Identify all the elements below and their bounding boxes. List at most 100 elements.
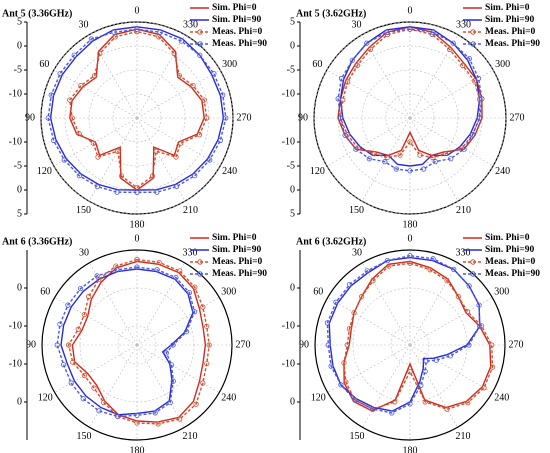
theta-tick-label: 330 [183, 247, 198, 258]
series-marker [80, 396, 86, 402]
r-tick-label: 0 [290, 184, 295, 195]
theta-tick-label: 90 [26, 339, 36, 350]
series-marker [364, 40, 370, 46]
grid-spoke [88, 34, 138, 119]
series-marker [153, 148, 159, 154]
series-marker [204, 361, 210, 367]
theta-tick-label: 240 [222, 166, 237, 177]
series-marker [101, 399, 107, 406]
theta-tick-label: 300 [221, 286, 236, 297]
series-marker [167, 399, 173, 406]
theta-tick-label: 240 [221, 392, 236, 403]
series-marker [201, 97, 207, 103]
series-marker [134, 256, 140, 263]
series-marker [430, 29, 436, 35]
series-marker [344, 342, 350, 348]
series-marker [407, 26, 413, 32]
series-marker [96, 408, 102, 414]
r-tick-label: -5 [14, 160, 22, 171]
series-marker [349, 57, 355, 63]
series-marker [57, 71, 63, 77]
series-marker [113, 263, 119, 269]
series-marker [451, 266, 457, 272]
legend-label: Sim. Phi=90 [485, 245, 534, 255]
series-marker [423, 358, 429, 364]
series-marker [91, 385, 97, 391]
series-marker [178, 38, 184, 44]
series-marker [324, 320, 331, 326]
r-tick-label: 0 [17, 396, 22, 407]
chart-title: Ant 5 (3.62GHz) [296, 8, 366, 19]
grid-spoke [326, 69, 411, 119]
series-marker [177, 268, 183, 274]
series-marker [115, 413, 121, 420]
series-marker [407, 368, 413, 375]
series-marker [170, 378, 176, 384]
series-marker [149, 173, 156, 179]
series-marker [386, 263, 392, 269]
series-marker [154, 267, 160, 273]
series-marker [154, 189, 160, 195]
plot-border [314, 249, 506, 441]
theta-tick-label: 210 [456, 431, 471, 442]
grid-spoke [136, 34, 186, 119]
series-marker [384, 29, 390, 35]
grid-spoke [409, 262, 458, 346]
series-marker [397, 152, 403, 158]
legend-marker [470, 41, 476, 47]
series-marker [382, 159, 388, 165]
theta-tick-label: 60 [312, 59, 322, 70]
series-marker [76, 130, 82, 137]
legend-label: Sim. Phi=90 [212, 245, 261, 255]
theta-tick-label: 150 [349, 205, 364, 216]
series-marker [407, 260, 413, 266]
series-marker [489, 342, 495, 348]
series-marker [112, 34, 118, 40]
series-marker [392, 399, 398, 405]
series-marker [156, 259, 162, 266]
r-tick-label: -10 [282, 320, 295, 331]
series-marker [207, 157, 213, 163]
series-marker [152, 410, 158, 416]
theta-tick-label: 30 [79, 247, 89, 258]
series-marker [364, 268, 370, 274]
theta-tick-label: 0 [135, 5, 140, 16]
grid-spoke [136, 117, 186, 202]
r-tick-label: 5 [290, 208, 295, 219]
polar-panel: -10 -10 0 0 0 30 60 90 120 150 180 210 240 270 300 330 S… [2, 233, 267, 453]
series-marker [476, 302, 482, 308]
series-marker [340, 97, 346, 103]
series-line [69, 30, 208, 189]
theta-tick-label: 0 [408, 233, 413, 244]
series-marker [61, 157, 67, 163]
series-marker [95, 154, 101, 160]
grid-spoke [361, 34, 411, 119]
series-marker [393, 166, 399, 172]
series-marker [155, 421, 161, 427]
theta-tick-label: 120 [310, 166, 325, 177]
r-tick-label: -5 [14, 64, 22, 75]
grid-spoke [136, 69, 221, 119]
series-marker [178, 140, 184, 146]
series-marker [78, 83, 84, 89]
series-marker [417, 152, 423, 158]
series-marker [170, 342, 176, 348]
series-marker [217, 137, 224, 143]
theta-tick-label: 150 [77, 431, 92, 442]
chart-title: Ant 6 (3.36GHz) [2, 236, 72, 247]
legend-marker [197, 271, 203, 277]
series-marker [171, 50, 177, 57]
series-marker [90, 140, 96, 146]
series-marker [432, 159, 438, 165]
theta-tick-label: 30 [352, 247, 362, 258]
r-tick-label: 5 [17, 16, 22, 27]
r-tick-label: 0 [17, 40, 22, 51]
legend-label: Meas. Phi=90 [485, 39, 540, 49]
series-marker [338, 75, 345, 82]
polar-panel: -10 -10 -5 -5 0 0 5 5 0 30 60 90 120 150 180 210 240 270 3… [2, 3, 267, 230]
grid-spoke [326, 117, 411, 167]
grid-spoke [88, 117, 138, 202]
series-marker [75, 326, 81, 332]
series-marker [77, 285, 84, 292]
